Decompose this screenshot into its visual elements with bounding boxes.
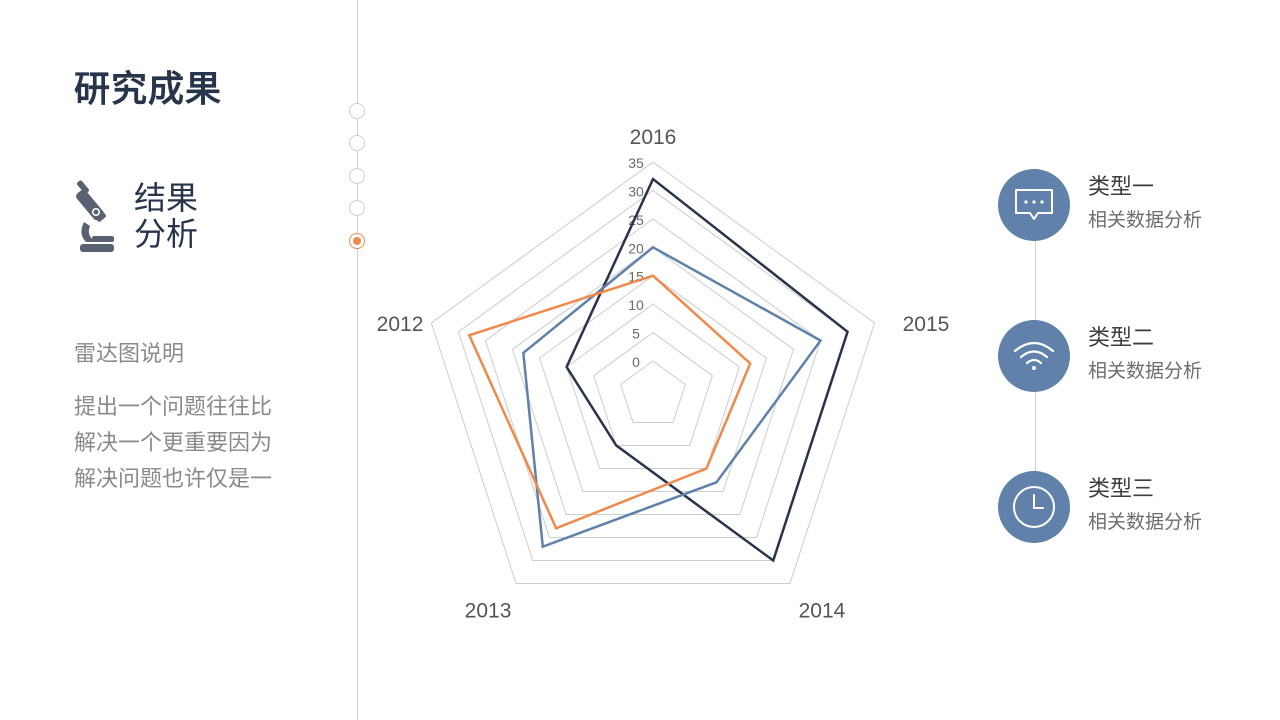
radar-axis-label: 2014 (799, 600, 846, 623)
radar-axis-label: 2015 (903, 313, 950, 336)
description-line: 解决问题也许仅是一 (74, 467, 273, 492)
legend-label: 类型一 (1088, 175, 1155, 200)
radar-grid-ring (538, 275, 768, 493)
description-title: 雷达图说明 (74, 342, 185, 367)
legend-label: 类型二 (1088, 326, 1155, 351)
section-title: 结果 分析 (134, 180, 204, 252)
progress-dot-1[interactable] (349, 103, 365, 119)
radar-tick-label: 30 (628, 183, 644, 199)
section-title-line1: 结果 (134, 179, 199, 217)
radar-tick-label: 5 (632, 326, 640, 342)
legend-label: 类型三 (1088, 477, 1155, 502)
radar-grid-ring (593, 331, 713, 447)
radar-axis-label: 2012 (377, 313, 424, 336)
radar-series-line (522, 245, 823, 549)
radar-series-line (565, 177, 850, 563)
radar-grid-ring (430, 161, 876, 585)
timeline-line (357, 0, 358, 720)
chat-bubble-icon (998, 169, 1070, 241)
progress-dot-4[interactable] (349, 200, 365, 216)
radar-grid-ring (457, 189, 849, 562)
legend-item-type2: 类型二 相关数据分析 (998, 320, 1202, 392)
wifi-icon (998, 320, 1070, 392)
radar-axis-label: 2016 (630, 126, 677, 149)
description-body: 提出一个问题往往比 解决一个更重要因为 解决问题也许仅是一 (74, 390, 304, 498)
radar-tick-label: 20 (628, 240, 644, 256)
legend-item-type3: 类型三 相关数据分析 (998, 471, 1202, 543)
progress-dot-3[interactable] (349, 168, 365, 184)
radar-series-line (467, 274, 752, 530)
legend-item-type1: 类型一 相关数据分析 (998, 169, 1202, 241)
radar-tick-label: 35 (628, 155, 644, 171)
radar-grid-ring (620, 360, 686, 424)
radar-tick-label: 10 (628, 297, 644, 313)
radar-tick-label: 0 (632, 354, 640, 370)
section-title-line2: 分析 (134, 215, 199, 253)
progress-dot-2[interactable] (349, 135, 365, 151)
radar-axis-label: 2013 (465, 600, 512, 623)
clock-icon (998, 471, 1070, 543)
description-line: 解决一个更重要因为 (74, 431, 273, 456)
radar-grid-ring (566, 303, 740, 470)
radar-grid-ring (511, 246, 795, 516)
progress-dot-5-active[interactable] (349, 233, 365, 249)
section-header: 结果 分析 (74, 178, 204, 254)
microscope-icon (76, 180, 114, 252)
description-line: 提出一个问题往往比 (74, 395, 273, 420)
page-title: 研究成果 (74, 69, 223, 110)
legend-sub: 相关数据分析 (1088, 209, 1203, 231)
legend-sub: 相关数据分析 (1088, 511, 1203, 533)
legend-sub: 相关数据分析 (1088, 360, 1203, 382)
